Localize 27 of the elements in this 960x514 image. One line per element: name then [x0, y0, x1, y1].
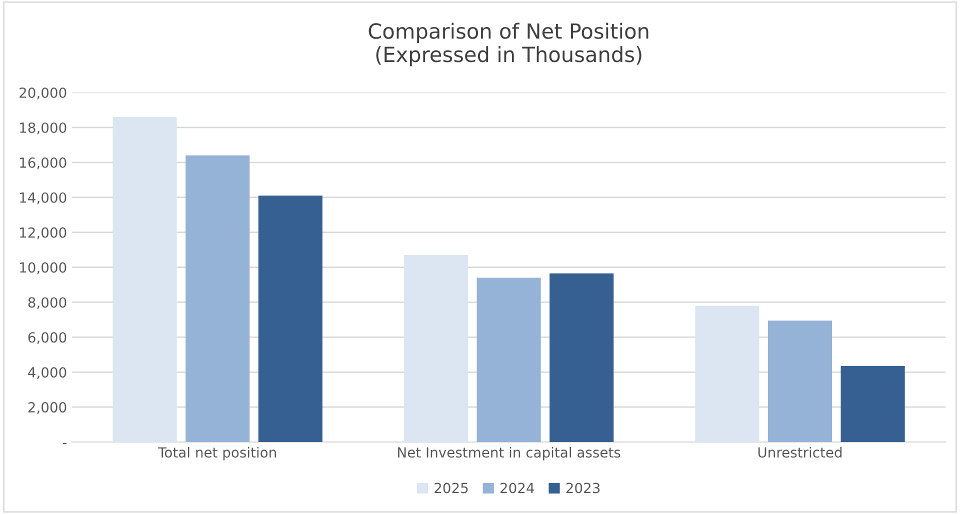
bar [768, 320, 832, 442]
legend-label: 2023 [566, 482, 600, 494]
legend-label: 2025 [434, 482, 468, 494]
bar [258, 196, 322, 442]
chart-title: Comparison of Net Position (Expressed in Thousands) [368, 22, 648, 66]
y-tick-label: 18,000 [20, 122, 66, 134]
y-tick-label: 16,000 [20, 157, 66, 170]
bar [695, 306, 760, 442]
y-tick-label: 20,000 [20, 87, 66, 100]
bar [840, 366, 905, 442]
bar [404, 255, 468, 442]
y-tick-label: 8,000 [28, 297, 66, 310]
y-tick-label: 4,000 [28, 367, 66, 380]
bar [550, 273, 614, 442]
bar [476, 278, 541, 442]
y-tick-label: 14,000 [20, 192, 66, 204]
y-tick-label: 10,000 [20, 262, 66, 274]
y-tick-label: - [62, 442, 66, 444]
y-tick-label: 12,000 [20, 227, 66, 240]
x-tick-label: Unrestricted [758, 446, 842, 458]
x-tick-label: Net Investment in capital assets [398, 446, 620, 460]
bar [186, 155, 250, 442]
legend-label: 2024 [500, 482, 534, 494]
bar [112, 116, 177, 442]
y-tick-label: 2,000 [28, 402, 66, 414]
x-tick-label: Total net position [158, 446, 276, 460]
y-tick-label: 6,000 [28, 332, 66, 344]
